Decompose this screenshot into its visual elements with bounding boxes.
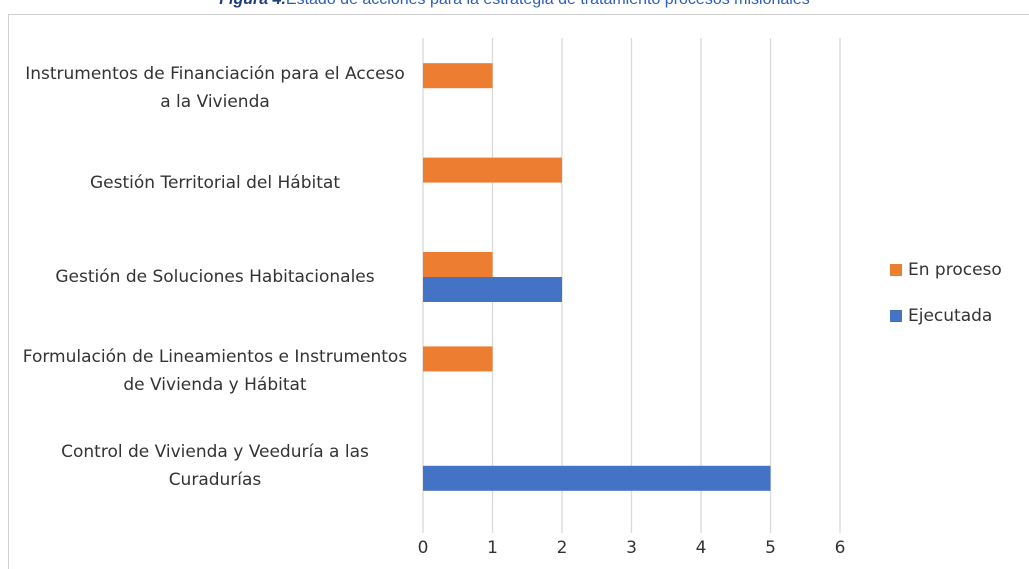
legend-swatch [890, 310, 902, 322]
x-tick-label: 3 [626, 538, 637, 558]
bar [423, 63, 493, 89]
category-label: Formulación de Lineamientos e Instrument… [22, 347, 408, 396]
bar [423, 277, 562, 302]
x-tick-label: 4 [696, 538, 707, 558]
title-text: Estado de acciones para la estrategia de… [286, 0, 810, 8]
figure-label: Figura 4. [219, 0, 286, 8]
x-tick-label: 1 [487, 538, 498, 558]
x-tick-label: 0 [418, 538, 429, 558]
x-tick-label: 6 [835, 538, 846, 558]
bar [423, 157, 562, 183]
bar [423, 346, 493, 372]
category-label: Instrumentos de Financiación para el Acc… [25, 64, 405, 113]
legend-label: Ejecutada [908, 306, 992, 326]
chart-title: Figura 4.Estado de acciones para la estr… [0, 0, 1029, 9]
bar [423, 465, 771, 491]
x-tick-label: 2 [557, 538, 568, 558]
category-label: Gestión Territorial del Hábitat [90, 172, 340, 193]
chart-border [8, 14, 1029, 569]
bar [423, 252, 493, 277]
x-tick-label: 5 [765, 538, 776, 558]
category-label: Gestión de Soluciones Habitacionales [55, 267, 375, 287]
category-label: Control de Vivienda y Veeduría a las Cur… [61, 441, 369, 490]
legend-label: En proceso [908, 260, 1002, 280]
legend-swatch [890, 264, 902, 276]
